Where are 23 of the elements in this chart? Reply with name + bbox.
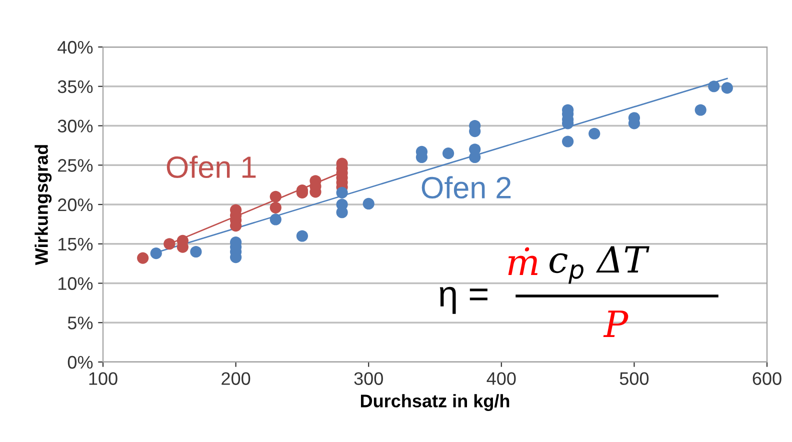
annotation: ṁ	[508, 247, 538, 275]
series-label: Ofen 1	[166, 156, 256, 178]
y-tick-label: 5%	[68, 316, 93, 330]
x-tick-label: 500	[620, 372, 649, 385]
y-tick-label: 20%	[58, 198, 93, 212]
y-tick-label: 25%	[58, 159, 93, 172]
x-axis-title: Durchsatz in kg/h	[360, 394, 510, 412]
y-tick-label: 15%	[58, 238, 93, 251]
annotation: c$_{p}$ ΔT	[550, 246, 650, 284]
x-tick-label: 100	[89, 372, 118, 385]
y-axis-title: Wirkungsgrad	[34, 145, 52, 266]
y-tick-label: 35%	[58, 80, 93, 94]
x-tick-label: 200	[222, 372, 250, 385]
annotation: η =	[440, 286, 488, 314]
x-tick-label: 400	[486, 372, 516, 385]
y-tick-label: 30%	[58, 120, 93, 132]
series-label: Ofen 2	[422, 176, 511, 199]
x-tick-label: 300	[354, 372, 383, 385]
annotation: P	[603, 310, 628, 337]
y-tick-label: 0%	[68, 356, 93, 369]
y-tick-label: 10%	[58, 277, 93, 290]
x-tick-label: 600	[752, 372, 782, 385]
y-tick-label: 40%	[58, 40, 93, 54]
